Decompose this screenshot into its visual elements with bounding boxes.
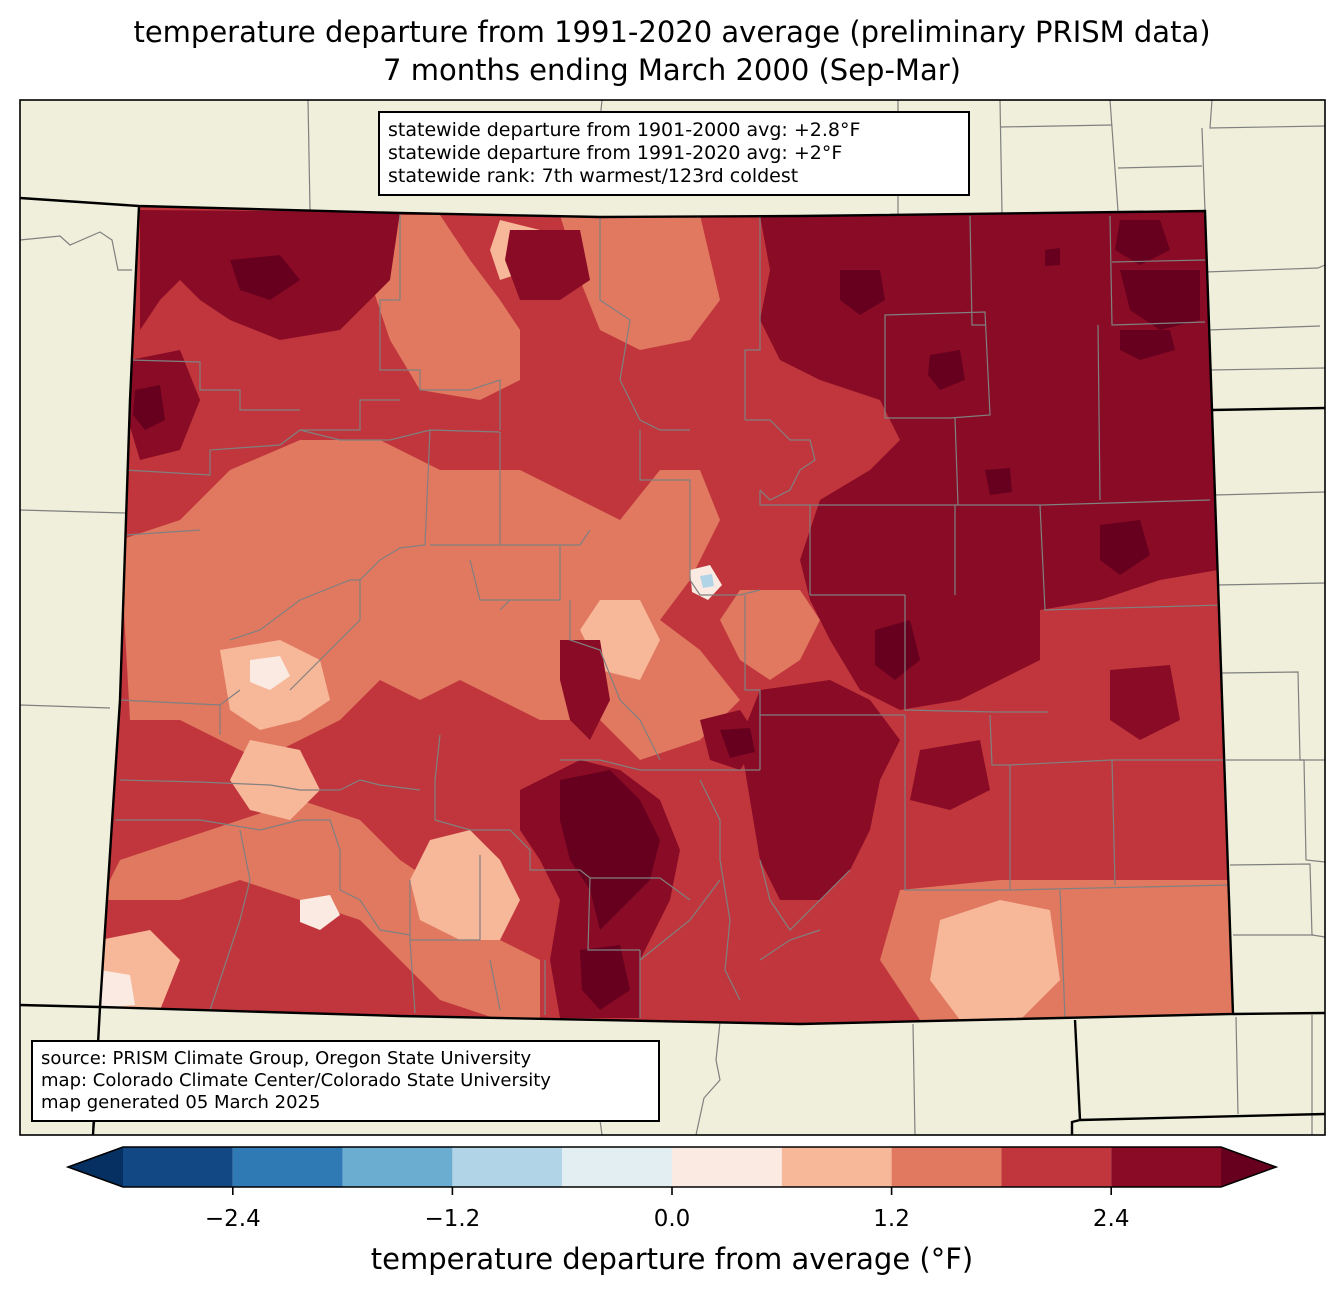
- colorbar-tick-label: −1.2: [424, 1206, 481, 1232]
- stats-rank: statewide rank: 7th warmest/123rd coldes…: [388, 165, 799, 187]
- colorbar-segment: [452, 1147, 563, 1187]
- colorbar-segment: [781, 1147, 892, 1187]
- map-frame: [19, 99, 1326, 1136]
- stats-departure-1901-2000: statewide departure from 1901-2000 avg: …: [388, 119, 861, 141]
- colorbar-segment: [562, 1147, 672, 1187]
- colorbar-outline: [65, 1146, 1279, 1188]
- colorbar-segment: [123, 1147, 233, 1187]
- map-title-line-2: 7 months ending March 2000 (Sep-Mar): [383, 53, 961, 87]
- map-credit-line: map: Colorado Climate Center/Colorado St…: [41, 1070, 551, 1091]
- map-title-line-1: temperature departure from 1991-2020 ave…: [133, 15, 1211, 49]
- colorbar-segment: [1111, 1147, 1221, 1187]
- colorbar: [65, 1146, 1279, 1195]
- colorbar-segment: [342, 1147, 453, 1187]
- colorbar-tick-label: −2.4: [204, 1206, 261, 1232]
- colorbar-segment: [232, 1147, 343, 1187]
- neighbor-county-lines: [19, 99, 1326, 1136]
- colorbar-tick-label: 2.4: [1092, 1206, 1130, 1232]
- colorbar-segment: [891, 1147, 1002, 1187]
- colorbar-label: temperature departure from average (°F): [370, 1242, 974, 1276]
- colorbar-tick-label: 0.0: [653, 1206, 691, 1232]
- source-credit-box: source: PRISM Climate Group, Oregon Stat…: [31, 1040, 660, 1122]
- stats-departure-1991-2020: statewide departure from 1991-2020 avg: …: [388, 142, 843, 164]
- source-line: source: PRISM Climate Group, Oregon Stat…: [41, 1048, 532, 1069]
- statewide-stats-box: statewide departure from 1901-2000 avg: …: [378, 111, 970, 196]
- colorbar-under-arrow: [68, 1147, 123, 1187]
- colorbar-tick-label: 1.2: [873, 1206, 910, 1232]
- colorbar-segment: [1001, 1147, 1112, 1187]
- map-generated-line: map generated 05 March 2025: [41, 1092, 321, 1113]
- departure-field: [100, 206, 1233, 1024]
- colorbar-segment: [672, 1147, 782, 1187]
- colorbar-over-arrow: [1221, 1147, 1276, 1187]
